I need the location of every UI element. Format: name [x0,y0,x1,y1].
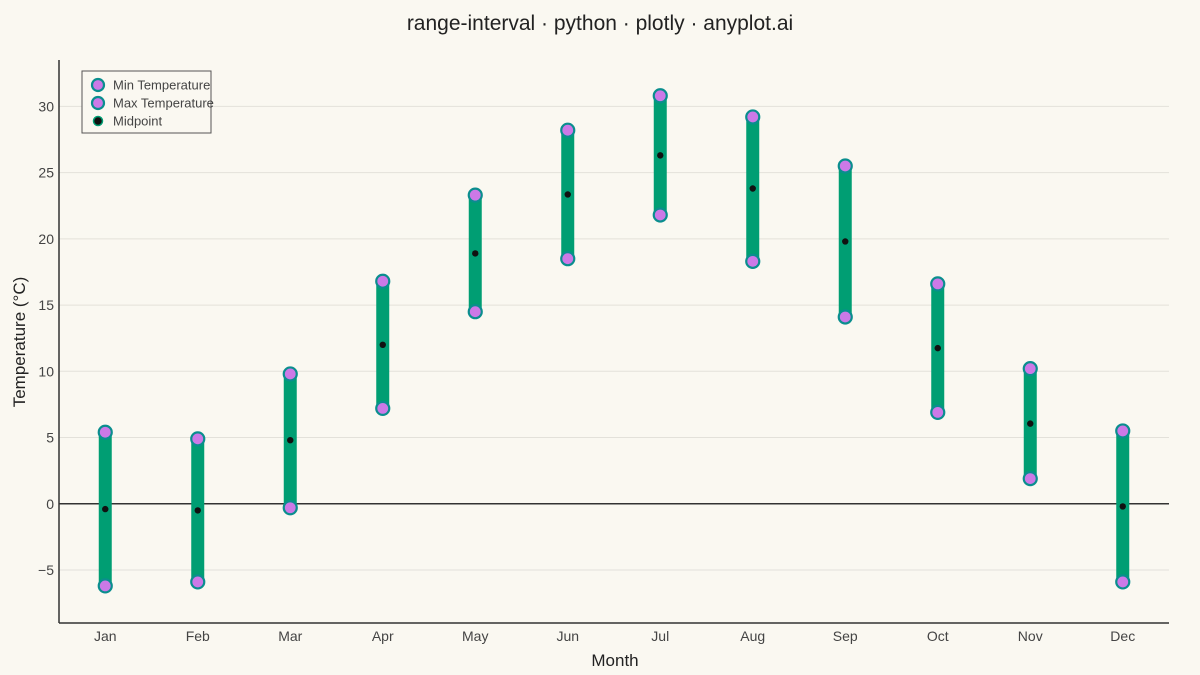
min-point [467,304,483,320]
x-tick-label: Nov [1018,628,1043,644]
legend-max-label: Max Temperature [113,96,214,111]
min-point [837,309,853,325]
max-point [1115,423,1131,439]
legend-min-marker [90,77,106,93]
min-point [1115,574,1131,590]
midpoint [194,507,201,514]
y-axis-title: Temperature (°C) [10,277,29,408]
min-point [745,253,761,269]
midpoint [1027,420,1034,427]
min-point [190,574,206,590]
data-points [97,88,1131,594]
midpoint [934,344,941,352]
max-point [467,187,483,203]
midpoint [379,341,386,349]
max-point [190,431,206,447]
x-tick-label: Sep [833,628,858,644]
x-axis-title: Month [591,651,638,670]
range-bars [98,95,1130,586]
min-point [930,404,946,420]
x-tick-labels: Jan Feb Mar Apr May Jun Jul Aug Sep Oct Nov Dec [94,628,1135,644]
y-tick-label: 15 [38,297,54,313]
grid-lines [59,105,1169,571]
x-tick-label: Oct [927,628,949,644]
midpoint [842,238,849,245]
midpoint [102,505,109,513]
x-tick-label: Dec [1110,628,1135,644]
x-tick-label: Jun [556,628,579,644]
legend: Min Temperature Max Temperature Midpoint [81,70,214,134]
max-point [652,88,668,104]
y-tick-label: −5 [38,562,54,578]
midpoint [564,191,571,198]
x-tick-label: May [462,628,488,644]
chart-title: range-interval · python · plotly · anypl… [407,12,793,35]
midpoint [749,185,756,192]
x-tick-label: Aug [740,628,765,644]
axes [58,60,1169,624]
max-point [97,424,113,440]
midpoint [287,436,294,444]
y-tick-label: 30 [38,98,54,114]
max-point [837,158,853,174]
midpoint [472,250,479,257]
y-tick-label: 20 [38,231,54,247]
min-point [1022,471,1038,487]
legend-midpoint-marker [92,115,104,127]
legend-max-marker [90,95,106,111]
max-point [375,273,391,289]
y-tick-label: 10 [38,363,54,379]
x-tick-label: Mar [278,628,302,644]
y-tick-label: 25 [38,165,54,181]
min-point [375,400,391,416]
y-tick-label: 5 [46,430,54,446]
midpoint [1119,503,1126,510]
x-tick-label: Feb [186,628,210,644]
max-point [282,366,298,382]
legend-midpoint-label: Midpoint [113,114,163,129]
min-point [560,251,576,267]
y-tick-labels: −5 0 5 10 15 20 25 30 [38,98,54,578]
min-point [282,500,298,516]
y-tick-label: 0 [46,496,54,512]
legend-min-label: Min Temperature [113,78,210,93]
x-tick-label: Jan [94,628,117,644]
x-tick-label: Apr [372,628,394,644]
min-point [97,578,113,594]
x-tick-label: Jul [651,628,669,644]
max-point [745,109,761,125]
max-point [1022,361,1038,377]
max-point [560,122,576,138]
midpoint [657,152,664,159]
min-point [652,207,668,223]
max-point [930,276,946,292]
